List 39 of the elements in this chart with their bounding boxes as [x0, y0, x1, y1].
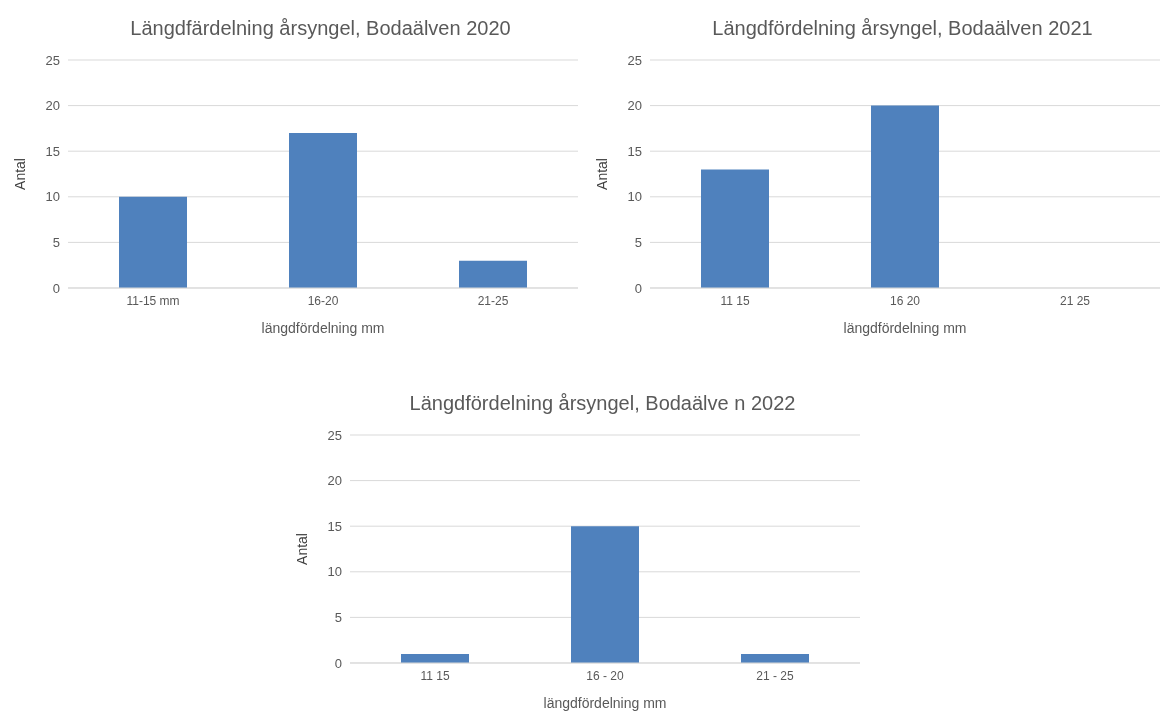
x-tick-label: 21 - 25 — [756, 668, 795, 683]
x-axis-title: längdfördelning mm — [543, 695, 667, 711]
bar — [459, 260, 527, 288]
y-axis-title: Antal — [293, 533, 310, 565]
y-axis-title: Antal — [593, 158, 610, 190]
y-tick-label: 5 — [52, 235, 60, 251]
y-tick-label: 20 — [627, 98, 642, 114]
y-tick-label: 5 — [634, 235, 642, 251]
y-tick-label: 5 — [334, 610, 342, 626]
bar — [289, 132, 357, 288]
y-tick-label: 10 — [627, 189, 642, 205]
x-tick-label: 16-20 — [307, 293, 339, 308]
y-axis-title: Antal — [11, 158, 28, 190]
x-tick-label: 16 20 — [889, 293, 921, 308]
y-tick-label: 20 — [327, 473, 342, 489]
y-tick-label: 0 — [52, 280, 60, 296]
y-tick-label: 15 — [327, 518, 342, 534]
y-tick-label: 0 — [634, 280, 642, 296]
chart-title: Längdfördelning årsyngel, Bodaälve n 2022 — [408, 391, 797, 416]
x-tick-label: 16 - 20 — [586, 668, 625, 683]
y-tick-label: 10 — [327, 564, 342, 580]
y-tick-label: 25 — [327, 427, 342, 443]
y-tick-label: 10 — [45, 189, 60, 205]
chart-title: Längdfördelning årsyngel, Bodaälven 2021 — [711, 16, 1094, 41]
y-tick-label: 0 — [334, 655, 342, 671]
x-tick-label: 11 15 — [720, 293, 750, 308]
y-tick-label: 25 — [627, 52, 642, 68]
x-tick-label: 11-15 mm — [126, 293, 180, 308]
y-tick-label: 25 — [45, 52, 60, 68]
x-tick-label: 21 25 — [1059, 293, 1091, 308]
bar — [119, 196, 187, 288]
x-tick-label: 11 15 — [420, 668, 450, 683]
x-axis-title: längdfördelning mm — [261, 320, 385, 336]
x-axis-title: längdfördelning mm — [843, 320, 967, 336]
y-tick-label: 15 — [627, 143, 642, 159]
y-tick-label: 20 — [45, 98, 60, 114]
x-tick-label: 21-25 — [477, 293, 509, 308]
y-tick-label: 15 — [45, 143, 60, 159]
chart-title: Längdfärdelning årsyngel, Bodaälven 2020 — [129, 16, 512, 41]
